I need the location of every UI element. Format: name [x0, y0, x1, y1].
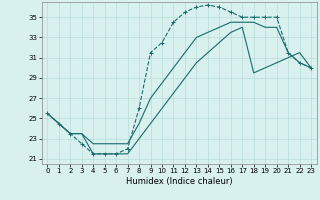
- X-axis label: Humidex (Indice chaleur): Humidex (Indice chaleur): [126, 177, 233, 186]
